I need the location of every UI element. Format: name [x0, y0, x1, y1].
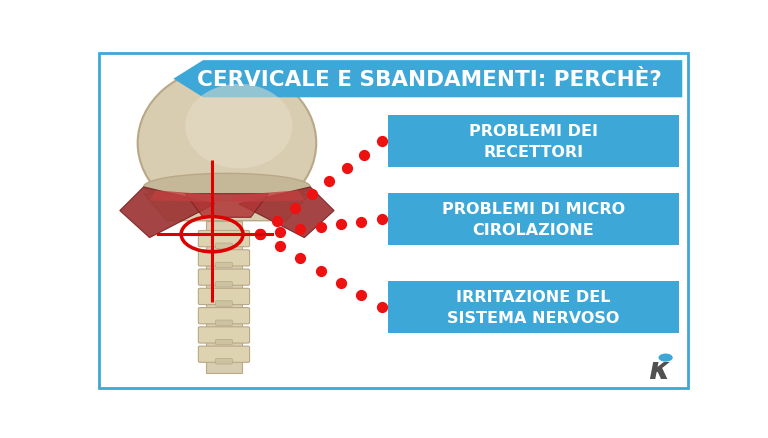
- FancyBboxPatch shape: [216, 339, 232, 345]
- Point: [294, 255, 306, 262]
- FancyBboxPatch shape: [198, 327, 250, 343]
- Point: [253, 231, 266, 238]
- Point: [356, 292, 368, 299]
- Ellipse shape: [137, 68, 316, 219]
- Ellipse shape: [185, 85, 293, 169]
- Text: κ: κ: [647, 355, 669, 384]
- Ellipse shape: [144, 174, 310, 201]
- Polygon shape: [120, 187, 215, 238]
- Point: [315, 268, 327, 275]
- Point: [306, 191, 318, 198]
- Point: [335, 221, 347, 228]
- Point: [376, 138, 388, 145]
- FancyBboxPatch shape: [216, 244, 232, 249]
- Polygon shape: [150, 191, 221, 203]
- FancyBboxPatch shape: [388, 193, 680, 246]
- Point: [356, 219, 368, 226]
- FancyBboxPatch shape: [216, 282, 232, 287]
- Point: [294, 226, 306, 233]
- Point: [323, 178, 336, 185]
- Point: [289, 205, 301, 212]
- Text: CERVICALE E SBANDAMENTI: PERCHÈ?: CERVICALE E SBANDAMENTI: PERCHÈ?: [197, 70, 662, 89]
- Point: [253, 231, 266, 238]
- FancyBboxPatch shape: [198, 250, 250, 266]
- Polygon shape: [239, 187, 334, 238]
- FancyBboxPatch shape: [216, 359, 232, 364]
- Polygon shape: [233, 191, 304, 203]
- FancyBboxPatch shape: [198, 231, 250, 247]
- Text: IRRITAZIONE DEL
SISTEMA NERVOSO: IRRITAZIONE DEL SISTEMA NERVOSO: [447, 289, 620, 325]
- Polygon shape: [144, 194, 310, 221]
- FancyBboxPatch shape: [198, 289, 250, 305]
- FancyBboxPatch shape: [216, 301, 232, 307]
- Point: [274, 229, 286, 236]
- FancyBboxPatch shape: [198, 308, 250, 324]
- Point: [376, 216, 388, 223]
- Point: [274, 243, 286, 250]
- Point: [358, 152, 370, 159]
- FancyBboxPatch shape: [388, 116, 680, 168]
- Point: [315, 223, 327, 230]
- Point: [271, 218, 283, 225]
- FancyBboxPatch shape: [388, 281, 680, 333]
- FancyBboxPatch shape: [198, 346, 250, 363]
- Text: PROBLEMI DI MICRO
CIROLAZIONE: PROBLEMI DI MICRO CIROLAZIONE: [442, 201, 625, 237]
- FancyBboxPatch shape: [206, 221, 242, 373]
- Polygon shape: [185, 194, 269, 218]
- Polygon shape: [174, 61, 682, 98]
- Circle shape: [658, 354, 673, 362]
- Point: [335, 279, 347, 286]
- FancyBboxPatch shape: [198, 269, 250, 286]
- Text: PROBLEMI DEI
RECETTORI: PROBLEMI DEI RECETTORI: [469, 124, 598, 160]
- FancyBboxPatch shape: [216, 263, 232, 268]
- FancyBboxPatch shape: [216, 320, 232, 326]
- Point: [376, 304, 388, 311]
- Point: [253, 231, 266, 238]
- Point: [341, 165, 353, 172]
